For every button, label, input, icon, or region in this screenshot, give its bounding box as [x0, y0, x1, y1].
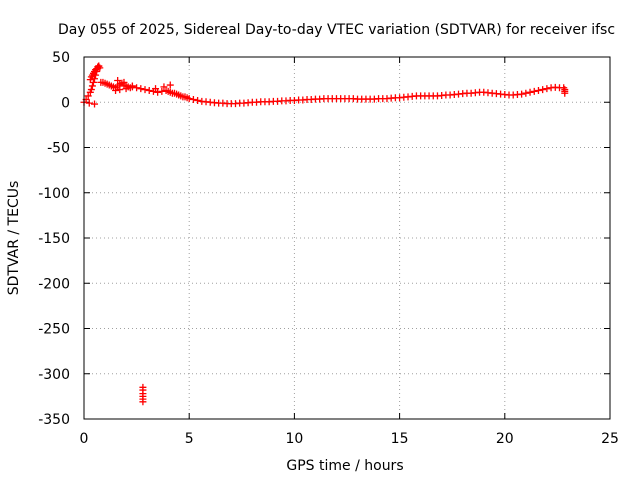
x-axis-label: GPS time / hours: [286, 458, 403, 474]
data-point: [128, 83, 136, 91]
grid-lines: [84, 57, 610, 419]
axis-ticks: [83, 56, 611, 420]
data-point: [189, 96, 197, 104]
data-point: [543, 85, 551, 93]
data-point: [116, 86, 124, 94]
y-tick-label: -200: [38, 276, 70, 292]
data-point: [133, 84, 141, 92]
x-tick-label: 5: [185, 431, 194, 447]
data-point: [112, 86, 120, 94]
data-point: [526, 88, 534, 96]
y-axis-label: SDTVAR / TECUs: [6, 181, 22, 296]
y-tick-label: -350: [38, 412, 70, 428]
y-tick-label: -300: [38, 367, 70, 383]
y-tick-label: -50: [47, 141, 70, 157]
y-tick-label: -150: [38, 231, 70, 247]
data-point: [84, 92, 92, 100]
data-point: [96, 64, 104, 72]
chart-title: Day 055 of 2025, Sidereal Day-to-day VTE…: [58, 22, 615, 38]
data-point: [87, 86, 95, 94]
data-point: [561, 89, 569, 97]
data-point: [194, 96, 202, 104]
data-point: [152, 85, 160, 93]
data-point: [91, 100, 99, 108]
data-point: [88, 82, 96, 90]
x-tick-label: 20: [496, 431, 514, 447]
plot-frame: [83, 56, 611, 420]
data-point: [160, 83, 168, 91]
data-point: [139, 398, 147, 406]
data-point: [158, 87, 166, 95]
x-tick-label: 25: [601, 431, 619, 447]
x-tick-label: 10: [285, 431, 303, 447]
y-tick-label: 0: [61, 95, 70, 111]
data-point: [85, 99, 93, 107]
data-point: [522, 89, 530, 97]
data-point: [154, 88, 162, 96]
data-point: [120, 78, 128, 86]
data-point: [518, 90, 526, 98]
data-point: [141, 86, 149, 94]
data-point: [114, 77, 122, 85]
data-point: [539, 86, 547, 94]
y-tick-label: 50: [52, 50, 70, 66]
data-point: [145, 86, 153, 94]
data-point: [534, 86, 542, 94]
data-point: [530, 87, 538, 95]
data-point: [185, 95, 193, 103]
data-point: [166, 81, 174, 89]
x-tick-labels: 0 5 10 15 20 25: [80, 431, 619, 447]
y-tick-label: -250: [38, 322, 70, 338]
y-tick-labels: 50 0 -50 -100 -150 -200 -250 -300 -350: [38, 50, 70, 428]
x-tick-label: 0: [80, 431, 89, 447]
y-tick-label: -100: [38, 186, 70, 202]
data-point: [122, 85, 130, 93]
data-point: [137, 85, 145, 93]
data-points: [80, 62, 569, 406]
x-tick-label: 15: [391, 431, 409, 447]
